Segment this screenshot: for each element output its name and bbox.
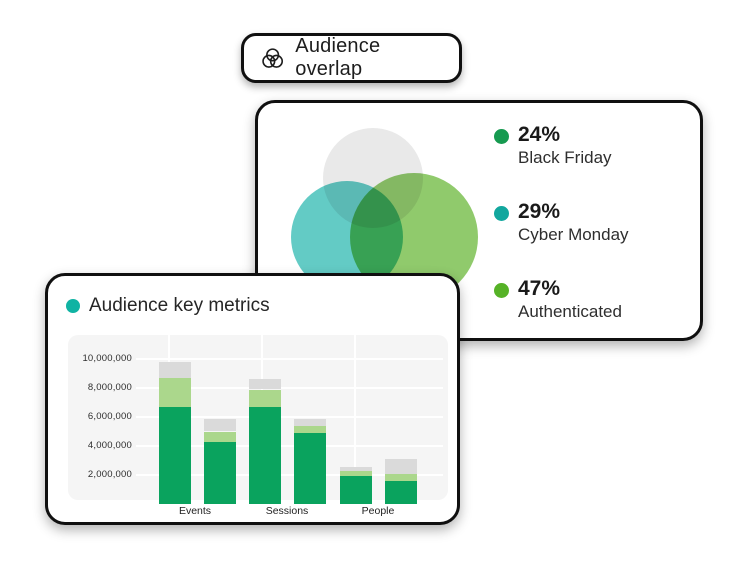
stat-label: Authenticated [518, 302, 622, 322]
bar-segment [385, 481, 417, 504]
horizontal-gridline [136, 416, 443, 418]
x-axis-category-label: Events [178, 505, 212, 517]
bar-segment [159, 362, 191, 378]
stacked-bar-events-1 [159, 358, 191, 504]
bar-segment [159, 378, 191, 407]
cyber-monday-dot-icon [494, 206, 509, 221]
stat-row-cyber-monday: 29% Cyber Monday [494, 200, 629, 245]
horizontal-gridline [136, 358, 443, 360]
stacked-bar-sessions-2 [294, 415, 326, 504]
stat-value: 24% [518, 123, 561, 146]
horizontal-gridline [136, 387, 443, 389]
horizontal-gridline [136, 445, 443, 447]
horizontal-gridline [136, 474, 443, 476]
stacked-bar-people-1 [340, 463, 372, 504]
stat-value: 29% [518, 200, 561, 223]
authenticated-dot-icon [494, 283, 509, 298]
stacked-bar-people-2 [385, 455, 417, 504]
black-friday-dot-icon [494, 129, 509, 144]
audience-overlap-badge[interactable]: Audience overlap [241, 33, 462, 83]
bar-segment [159, 407, 191, 504]
y-axis-tick-label: 4,000,000 [87, 440, 132, 451]
chart-plot-area: 2,000,000 4,000,000 6,000,000 8,000,000 10,0… [68, 335, 448, 504]
bar-segment [385, 459, 417, 474]
bar-segment [204, 419, 236, 431]
stat-row-authenticated: 47% Authenticated [494, 277, 622, 322]
bar-segment [294, 419, 326, 426]
bar-segment [294, 433, 326, 504]
metrics-dot-icon [66, 299, 80, 313]
stacked-bar-chart: 2,000,000 4,000,000 6,000,000 8,000,000 10,0… [68, 335, 448, 517]
stat-row-black-friday: 24% Black Friday [494, 123, 612, 168]
stacked-bar-events-2 [204, 416, 236, 504]
stacked-bar-sessions-1 [249, 375, 281, 504]
stat-label: Cyber Monday [518, 225, 629, 245]
stat-value: 47% [518, 277, 561, 300]
bar-segment [340, 467, 372, 471]
x-axis-category-label: Sessions [265, 505, 309, 517]
bar-segment [340, 476, 372, 504]
bar-segment [340, 471, 372, 476]
audience-key-metrics-card: Audience key metrics 2,000,000 4,000,000 6… [45, 273, 460, 525]
y-axis-tick-label: 10,000,000 [82, 353, 132, 364]
y-axis-tick-label: 8,000,000 [87, 382, 132, 393]
y-axis-tick-label: 6,000,000 [87, 411, 132, 422]
badge-label: Audience overlap [295, 35, 381, 80]
venn-icon [262, 47, 284, 68]
stat-label: Black Friday [518, 148, 612, 168]
metrics-title: Audience key metrics [89, 295, 270, 316]
bar-segment [294, 426, 326, 433]
bar-segment [249, 379, 281, 389]
x-axis-category-label: People [361, 505, 395, 517]
bar-segment [204, 432, 236, 442]
metrics-title-row: Audience key metrics [66, 295, 270, 317]
bar-segment [249, 407, 281, 504]
bar-segment [385, 474, 417, 481]
bar-segment [249, 390, 281, 407]
y-axis-tick-label: 2,000,000 [87, 469, 132, 480]
bar-segment [204, 442, 236, 504]
